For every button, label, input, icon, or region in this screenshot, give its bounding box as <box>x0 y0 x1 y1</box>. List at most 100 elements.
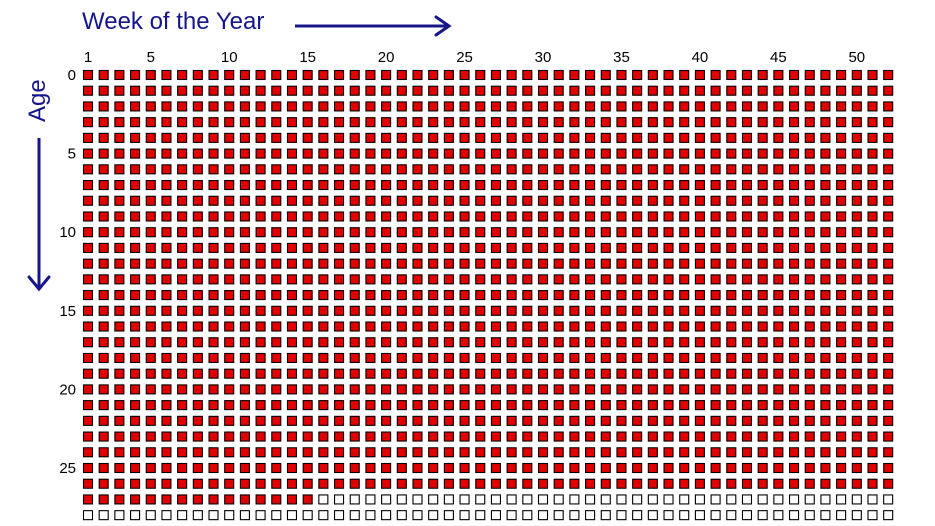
week-cell-lived <box>522 227 533 238</box>
week-cell-lived <box>836 368 847 379</box>
week-cell-lived <box>412 337 423 348</box>
week-cell-unlived <box>726 494 737 505</box>
week-cell-lived <box>694 148 705 159</box>
week-cell-lived <box>271 132 282 143</box>
week-cell-lived <box>349 368 360 379</box>
week-cell-lived <box>302 305 313 316</box>
week-cell-lived <box>318 164 329 175</box>
week-cell-lived <box>333 258 345 269</box>
week-cell-lived <box>490 400 501 411</box>
week-cell-lived <box>663 195 674 206</box>
week-cell-lived <box>82 305 94 316</box>
week-cell-lived <box>585 85 596 96</box>
week-cell-lived <box>694 132 705 143</box>
week-cell-unlived <box>741 510 753 521</box>
week-cell-lived <box>569 85 580 96</box>
week-cell-lived <box>177 478 188 489</box>
week-cell-lived <box>428 195 439 206</box>
week-cell-lived <box>318 117 329 128</box>
week-cell-lived <box>522 179 533 191</box>
week-cell-unlived <box>537 494 549 505</box>
week-cell-lived <box>130 431 141 442</box>
week-cell-unlived <box>443 510 454 521</box>
week-cell-lived <box>302 227 313 238</box>
week-cell-lived <box>600 478 611 489</box>
week-cell-lived <box>381 305 392 316</box>
week-cell-lived <box>130 352 141 364</box>
week-cell-lived <box>773 431 784 442</box>
week-cell-lived <box>130 478 141 489</box>
week-cell-lived <box>883 258 894 269</box>
week-cell-lived <box>443 164 454 175</box>
week-cell-lived <box>585 179 596 191</box>
week-cell-lived <box>741 337 753 348</box>
week-cell-lived <box>710 211 721 222</box>
week-cell-lived <box>224 400 235 411</box>
week-cell-lived <box>475 258 486 269</box>
week-cell-lived <box>820 321 831 332</box>
x-tick-label: 35 <box>613 49 630 66</box>
week-cell-lived <box>585 290 596 301</box>
y-tick-label: 15 <box>59 303 76 320</box>
week-cell-lived <box>271 447 282 458</box>
week-cell-lived <box>788 384 800 395</box>
week-cell-lived <box>208 101 219 112</box>
week-cell-lived <box>192 337 203 348</box>
week-cell-lived <box>177 352 188 364</box>
week-cell-lived <box>490 195 501 206</box>
week-cell-lived <box>741 478 753 489</box>
week-cell-lived <box>867 368 878 379</box>
week-cell-lived <box>836 164 847 175</box>
week-cell-lived <box>365 478 376 489</box>
week-cell-lived <box>726 352 737 364</box>
week-cell-unlived <box>788 510 800 521</box>
week-cell-lived <box>851 69 862 81</box>
week-cell-lived <box>600 321 611 332</box>
week-cell-lived <box>883 211 894 222</box>
week-cell-lived <box>224 117 235 128</box>
week-cell-lived <box>741 352 753 364</box>
week-cell-lived <box>490 101 501 112</box>
week-cell-lived <box>224 321 235 332</box>
week-cell-lived <box>98 69 109 81</box>
week-cell-lived <box>694 352 705 364</box>
week-cell-lived <box>679 290 690 301</box>
week-cell-lived <box>867 101 878 112</box>
week-cell-lived <box>537 195 549 206</box>
week-cell-lived <box>255 462 266 474</box>
week-cell-lived <box>208 69 219 81</box>
week-cell-lived <box>318 368 329 379</box>
week-cell-lived <box>161 290 172 301</box>
week-cell-lived <box>569 368 580 379</box>
y-tick-label: 20 <box>59 381 76 398</box>
week-cell-lived <box>349 195 360 206</box>
week-cell-lived <box>286 101 298 112</box>
week-cell-lived <box>82 274 94 285</box>
week-cell-lived <box>537 227 549 238</box>
week-cell-lived <box>365 400 376 411</box>
week-cell-lived <box>255 85 266 96</box>
week-cell-lived <box>98 164 109 175</box>
week-cell-lived <box>804 415 815 426</box>
week-cell-lived <box>302 195 313 206</box>
week-cell-lived <box>177 148 188 159</box>
week-cell-lived <box>161 227 172 238</box>
week-cell-lived <box>177 211 188 222</box>
week-cell-lived <box>679 352 690 364</box>
week-cell-lived <box>286 431 298 442</box>
week-cell-lived <box>82 258 94 269</box>
week-cell-lived <box>537 431 549 442</box>
week-cell-lived <box>647 352 658 364</box>
week-cell-lived <box>506 85 517 96</box>
week-cell-lived <box>286 368 298 379</box>
week-cell-lived <box>365 227 376 238</box>
week-cell-lived <box>773 321 784 332</box>
week-cell-unlived <box>302 510 313 521</box>
week-cell-lived <box>553 164 564 175</box>
week-cell-lived <box>381 69 392 81</box>
week-cell-lived <box>741 85 753 96</box>
week-cell-lived <box>585 117 596 128</box>
week-cell-lived <box>694 117 705 128</box>
week-cell-lived <box>459 337 470 348</box>
week-cell-lived <box>867 337 878 348</box>
